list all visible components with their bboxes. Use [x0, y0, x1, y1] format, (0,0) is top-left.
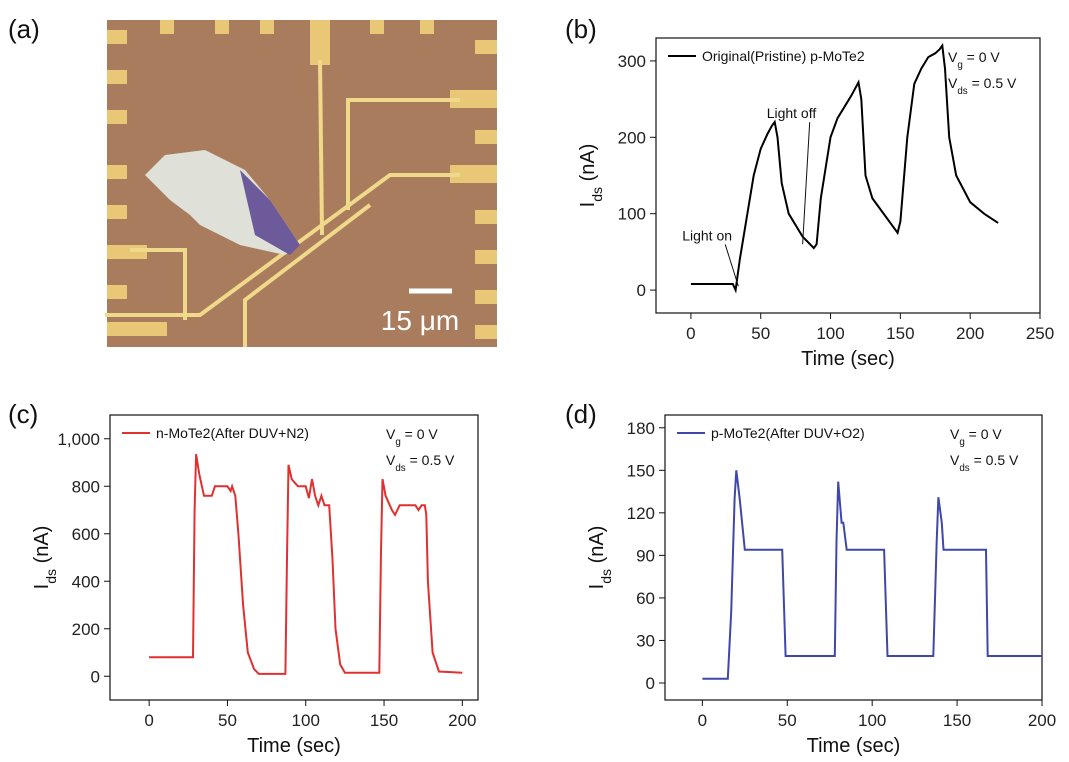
x-tick-label: 0 [686, 324, 695, 343]
callout: Light off [767, 105, 817, 121]
annotation: Vg = 0 V [386, 426, 438, 448]
annotation: Vg = 0 V [950, 426, 1002, 448]
plot-frame [664, 414, 1043, 701]
annotation-part: g [957, 60, 962, 71]
y-tick-label: 0 [91, 667, 100, 686]
micrograph: 15 μm [105, 20, 497, 347]
annotation-part: ds [959, 463, 969, 474]
annotation-part: V [386, 426, 396, 442]
annotation-part: V [386, 452, 396, 468]
annotation-part: = 0.5 V [968, 75, 1017, 91]
callout-arrow [802, 122, 811, 245]
callout-arrow [724, 244, 739, 287]
flake-edge [240, 170, 300, 255]
annotation: Vds = 0.5 V [948, 75, 1017, 97]
x-tick-label: 200 [1028, 711, 1056, 730]
panel-label: (b) [565, 14, 597, 44]
x-tick-label: 0 [144, 711, 153, 730]
y-tick-label: 600 [72, 525, 100, 544]
annotation-part: = 0 V [965, 426, 1003, 442]
callout: Light on [682, 227, 732, 243]
x-axis-title: Time (sec) [807, 735, 901, 757]
x-tick-label: 100 [816, 324, 844, 343]
annotation-part: g [959, 437, 964, 448]
x-tick-label: 100 [292, 711, 320, 730]
y-axis-title: Ids (nA) [586, 526, 614, 590]
annotation-part: V [950, 426, 960, 442]
y-tick-label: 150 [627, 461, 655, 480]
y-tick-label: 60 [636, 589, 655, 608]
y-tick-label: 1,000 [57, 430, 100, 449]
panel-label: (d) [565, 399, 597, 429]
y-axis-title: Ids (nA) [577, 144, 605, 208]
y-tick-label: 300 [618, 52, 646, 71]
y-axis-title-part: ds [598, 569, 614, 584]
y-tick-label: 200 [618, 128, 646, 147]
y-axis-title-part: I [586, 584, 608, 590]
y-tick-label: 200 [72, 620, 100, 639]
series-line [690, 42, 999, 294]
annotation-part: V [948, 49, 958, 65]
legend-label: Original(Pristine) p-MoTe2 [702, 48, 865, 64]
x-axis-title: Time (sec) [801, 348, 895, 370]
annotation: Vg = 0 V [948, 49, 1000, 71]
y-axis-title-part: I [31, 584, 53, 590]
legend-label: p-MoTe2(After DUV+O2) [711, 425, 865, 441]
annotation-part: ds [957, 86, 967, 97]
x-tick-label: 200 [448, 711, 476, 730]
y-tick-label: 800 [72, 477, 100, 496]
x-tick-label: 150 [886, 324, 914, 343]
x-tick-label: 50 [751, 324, 770, 343]
annotation-part: g [395, 437, 400, 448]
annotation-part: = 0.5 V [406, 452, 455, 468]
scale-label: 15 μm [381, 305, 459, 336]
y-tick-label: 400 [72, 572, 100, 591]
panel-label: (c) [8, 399, 38, 429]
y-axis-title-part: (nA) [31, 526, 53, 569]
y-tick-label: 0 [637, 281, 646, 300]
y-tick-label: 120 [627, 504, 655, 523]
x-tick-label: 0 [698, 711, 707, 730]
x-tick-label: 200 [956, 324, 984, 343]
annotation-part: V [950, 452, 960, 468]
plot-frame [655, 37, 1041, 314]
annotation-part: = 0 V [963, 49, 1001, 65]
y-axis-title-part: (nA) [577, 144, 599, 187]
x-tick-label: 250 [1026, 324, 1054, 343]
x-tick-label: 150 [943, 711, 971, 730]
y-tick-label: 30 [636, 631, 655, 650]
y-tick-label: 180 [627, 419, 655, 438]
y-axis-title: Ids (nA) [31, 526, 59, 590]
y-axis-title-part: ds [589, 187, 605, 202]
y-axis-title-part: ds [43, 569, 59, 584]
series-line [149, 454, 463, 675]
x-axis-title: Time (sec) [247, 735, 341, 757]
annotation-part: ds [395, 463, 405, 474]
x-tick-label: 100 [858, 711, 886, 730]
x-tick-label: 50 [218, 711, 237, 730]
x-tick-label: 50 [778, 711, 797, 730]
y-tick-label: 90 [636, 546, 655, 565]
y-axis-title-part: I [577, 202, 599, 208]
y-tick-label: 0 [646, 674, 655, 693]
panel-label: (a) [8, 14, 40, 44]
y-axis-title-part: (nA) [586, 526, 608, 569]
x-tick-label: 150 [370, 711, 398, 730]
annotation-part: = 0.5 V [970, 452, 1019, 468]
y-tick-label: 100 [618, 205, 646, 224]
annotation-part: = 0 V [401, 426, 439, 442]
plot-frame [109, 414, 479, 701]
annotation: Vds = 0.5 V [950, 452, 1019, 474]
annotation-part: V [948, 75, 958, 91]
pads [107, 20, 497, 339]
legend-label: n-MoTe2(After DUV+N2) [156, 425, 309, 441]
annotation: Vds = 0.5 V [386, 452, 455, 474]
series-line [702, 470, 1042, 680]
